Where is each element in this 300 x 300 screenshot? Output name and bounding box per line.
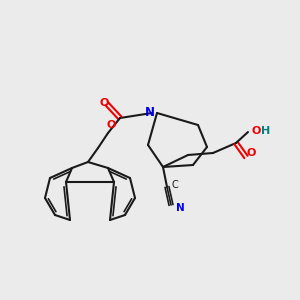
Text: O: O	[99, 98, 109, 108]
Text: O: O	[246, 148, 256, 158]
Text: O: O	[251, 126, 261, 136]
Text: C: C	[172, 180, 178, 190]
Text: N: N	[145, 106, 155, 118]
Text: H: H	[261, 126, 271, 136]
Text: N: N	[176, 203, 184, 213]
Text: O: O	[106, 120, 116, 130]
